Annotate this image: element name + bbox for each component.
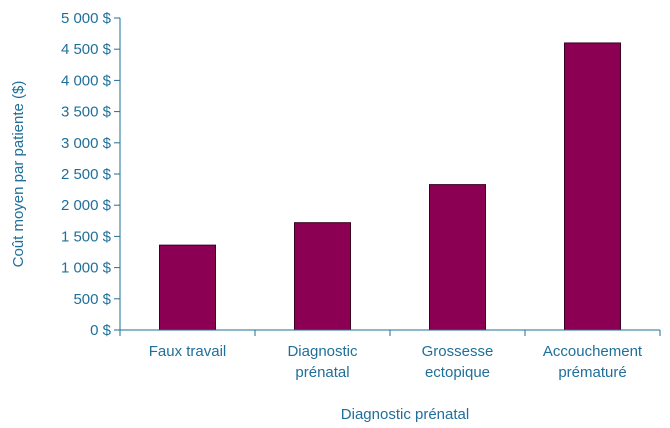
bar-1 — [294, 222, 351, 331]
bar-2 — [429, 184, 486, 331]
y-tick-label: 1 000 $ — [61, 260, 112, 277]
x-category-label: Grossesse ectopique — [422, 343, 494, 381]
y-tick-label: 500 $ — [73, 291, 111, 308]
x-category-label: Diagnostic prénatal — [287, 343, 358, 381]
x-category-label-line: ectopique — [425, 364, 490, 381]
y-axis-title: Coût moyen par patiente ($) — [10, 81, 27, 268]
y-tick-label: 5 000 $ — [61, 10, 112, 27]
x-category-label: Faux travail — [149, 343, 227, 360]
x-category-label-line: Grossesse — [422, 343, 494, 360]
y-tick-label: 4 500 $ — [61, 41, 112, 58]
x-category-label-line: Accouchement — [543, 343, 643, 360]
bars — [159, 42, 621, 331]
x-category-label-line: Faux travail — [149, 343, 227, 360]
y-tick-label: 0 $ — [90, 322, 112, 339]
y-tick-label: 3 000 $ — [61, 135, 112, 152]
bar-0 — [159, 244, 216, 331]
y-tick-label: 1 500 $ — [61, 228, 112, 245]
x-category-label-line: prématuré — [558, 364, 626, 381]
y-tick-label: 2 000 $ — [61, 197, 112, 214]
x-axis-ticks: Faux travail Diagnostic prénatal Grossesse e… — [119, 330, 661, 381]
y-tick-label: 4 000 $ — [61, 72, 112, 89]
x-category-label-line: Diagnostic — [287, 343, 358, 360]
y-axis-ticks: 0 $ 500 $ 1 000 $ 1 500 $ 2 000 $ 2 500 $ 3 00… — [61, 10, 120, 339]
bar-3 — [564, 42, 621, 331]
x-axis-title: Diagnostic prénatal — [341, 406, 469, 423]
x-category-label: Accouchement prématuré — [543, 343, 643, 381]
x-category-label-line: prénatal — [295, 364, 349, 381]
y-tick-label: 2 500 $ — [61, 166, 112, 183]
y-tick-label: 3 500 $ — [61, 104, 112, 121]
